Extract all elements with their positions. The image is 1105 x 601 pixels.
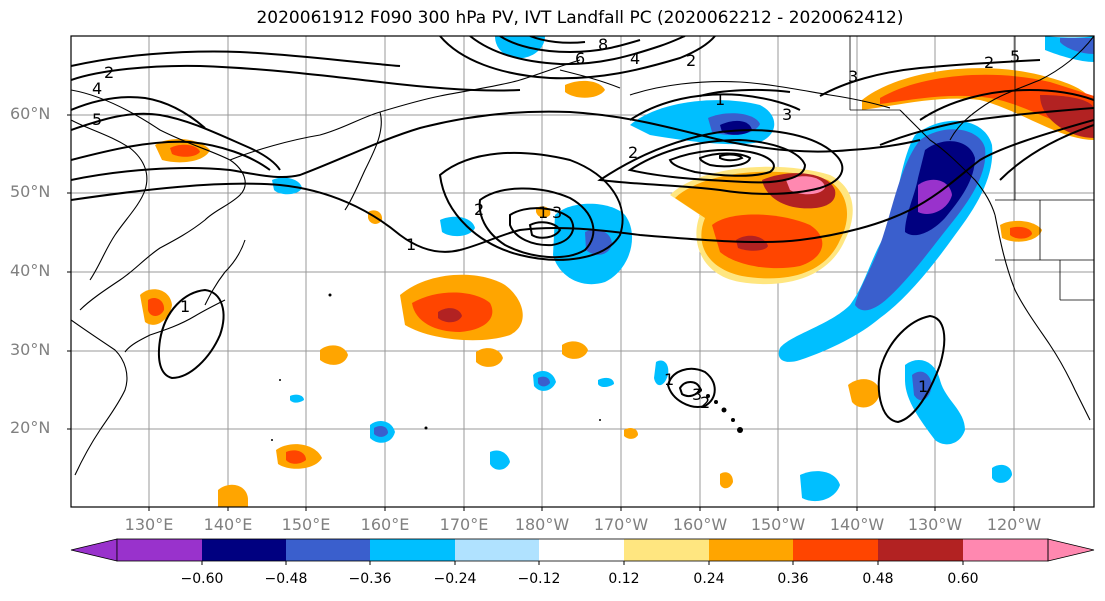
contour-label: 4 <box>92 79 102 98</box>
boundaries <box>849 36 1094 301</box>
contour-label: 1 <box>538 203 548 222</box>
colorbar-tick-label: −0.36 <box>348 571 392 587</box>
lon-label: 150°E <box>281 515 331 534</box>
contour-label: 5 <box>1010 47 1020 66</box>
lat-label: 60°N <box>10 104 51 123</box>
colorbar <box>70 538 1095 565</box>
lon-label: 140°E <box>203 515 253 534</box>
contour-label: 3 <box>552 203 562 222</box>
lon-label: 180°W <box>514 515 570 534</box>
contour-label: 1 <box>715 90 725 109</box>
lon-label: 130°E <box>124 515 174 534</box>
contour-label: 3 <box>782 105 792 124</box>
lat-label: 20°N <box>10 418 51 437</box>
contour-label: 6 <box>575 49 585 68</box>
ivt-negative-shading <box>272 36 1094 502</box>
colorbar-tick-label: −0.12 <box>517 571 561 587</box>
lon-label: 120°W <box>986 515 1042 534</box>
contour-label: 1 <box>180 297 190 316</box>
lon-label: 140°W <box>829 515 885 534</box>
lon-label: 130°W <box>907 515 963 534</box>
lat-label: 30°N <box>10 340 51 359</box>
colorbar-tick-label: 0.12 <box>608 571 640 587</box>
contour-label: 8 <box>598 35 608 54</box>
colorbar-tick-label: 0.48 <box>862 571 894 587</box>
contour-label: 1 <box>918 377 928 396</box>
contour-label: 2 <box>628 143 638 162</box>
contour-label: 2 <box>984 53 994 72</box>
map-title: 2020061912 F090 300 hPa PV, IVT Landfall… <box>256 8 904 28</box>
lon-label: 160°W <box>672 515 728 534</box>
pv-contours <box>71 36 1094 424</box>
contour-label: 3 <box>692 385 702 404</box>
contour-label: 2 <box>686 51 696 70</box>
contour-label: 1 <box>406 235 416 254</box>
contour-label: 5 <box>92 110 102 129</box>
contour-label: 3 <box>848 67 858 86</box>
colorbar-tick-label: −0.24 <box>433 571 477 587</box>
contour-label: 2 <box>700 393 710 412</box>
contour-labels: 2 4 5 6 8 4 2 1 2 3 1 3 2 3 2 1 1 1 5 3 … <box>92 35 1020 412</box>
lat-label: 40°N <box>10 261 51 280</box>
lat-label: 50°N <box>10 182 51 201</box>
contour-label: 1 <box>664 370 674 389</box>
lon-label: 160°E <box>360 515 410 534</box>
colorbar-tick-label: 0.24 <box>693 571 725 587</box>
contour-label: 4 <box>630 49 640 68</box>
ivt-positive-shading <box>140 68 1094 507</box>
lon-label: 170°W <box>593 515 649 534</box>
contour-label: 2 <box>474 200 484 219</box>
contour-label: 2 <box>104 63 114 82</box>
colorbar-tick-label: 0.60 <box>947 571 979 587</box>
colorbar-tick-label: −0.60 <box>180 571 224 587</box>
lon-label: 150°W <box>750 515 806 534</box>
lon-label: 170°E <box>439 515 489 534</box>
colorbar-tick-label: 0.36 <box>777 571 809 587</box>
colorbar-tick-label: −0.48 <box>264 571 308 587</box>
